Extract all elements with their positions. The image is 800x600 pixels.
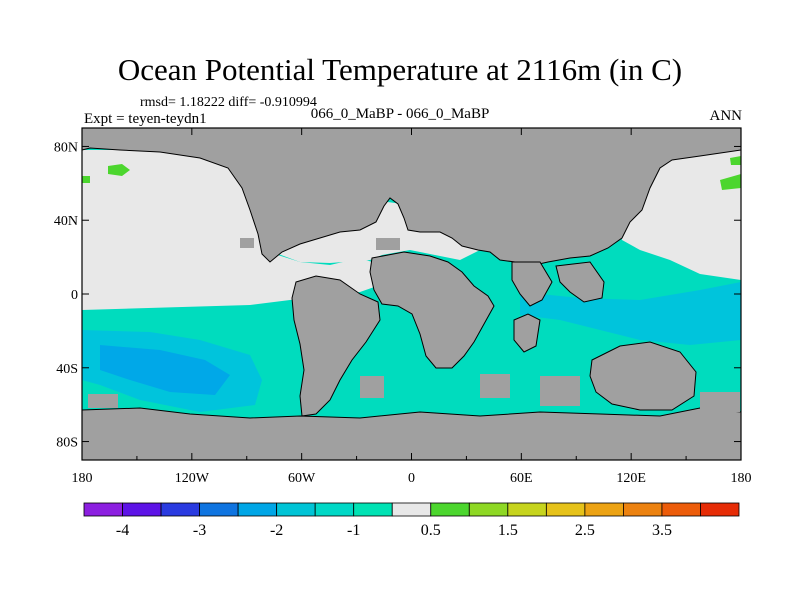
- colorbar-label: -1: [347, 522, 360, 539]
- colorbar-swatch: [584, 502, 624, 517]
- lon-tick-label: 120E: [616, 471, 646, 486]
- indo-pacific-cyan-field: [520, 282, 741, 345]
- colorbar-swatch: [353, 502, 393, 517]
- lat-tick-label: 80N: [54, 140, 78, 155]
- land-australia: [589, 341, 697, 411]
- land-arctic-north-america: [82, 128, 741, 267]
- colorbar-label: 3.5: [652, 522, 672, 539]
- lat-tick-label: 0: [71, 288, 78, 303]
- colorbar-swatch: [623, 502, 663, 517]
- colorbar-swatch: [700, 502, 740, 517]
- colorbar-swatch: [468, 502, 509, 517]
- lon-tick-label: 120W: [175, 471, 210, 486]
- colorbar-label: -4: [116, 522, 129, 539]
- map-field: [82, 128, 741, 460]
- land-africa: [369, 251, 495, 369]
- lat-tick-label: 40S: [56, 362, 78, 377]
- land-southeast-asia: [555, 261, 605, 303]
- patch-pacific-2: [88, 394, 118, 408]
- colorbar-swatch: [276, 502, 316, 517]
- lat-tick-label: 80S: [56, 436, 78, 451]
- lon-tick-label: 180: [731, 471, 752, 486]
- lon-tick-label: 180: [72, 471, 93, 486]
- south-pacific-blue-field: [100, 345, 230, 395]
- lon-tick-label: 60E: [510, 471, 533, 486]
- colorbar-swatch: [507, 502, 547, 517]
- colorbar-label: -2: [270, 522, 283, 539]
- land-india: [511, 261, 553, 307]
- colorbar-swatch: [391, 502, 432, 517]
- colorbar-swatch: [83, 502, 123, 517]
- colorbar-swatch: [160, 502, 200, 517]
- patch-pacific-3: [700, 392, 740, 412]
- land-patches: [88, 238, 740, 412]
- colorbar-label: 1.5: [498, 522, 518, 539]
- colorbar-swatch: [314, 502, 355, 517]
- colorbar-swatch: [661, 502, 701, 517]
- latitude-axis: 80N 40N 0 40S 80S: [54, 140, 741, 451]
- colorbar-label: 2.5: [575, 522, 595, 539]
- colorbar: -4 -3 -2 -1 0.5 1.5 2.5 3.5: [83, 502, 740, 539]
- patch-atlantic-2: [360, 376, 384, 398]
- north-pacific-field: [82, 150, 380, 310]
- patch-indian-1: [480, 374, 510, 398]
- colorbar-swatch: [237, 502, 278, 517]
- patch-pacific-1: [240, 238, 254, 248]
- colorbar-swatch: [430, 502, 470, 517]
- green-spot-east-edge: [730, 156, 741, 165]
- lon-tick-label: 0: [408, 471, 415, 486]
- case-label: 066_0_MaBP - 066_0_MaBP: [310, 106, 490, 122]
- colorbar-swatch: [545, 502, 586, 517]
- map-title: Ocean Potential Temperature at 2116m (in…: [117, 52, 683, 87]
- lat-tick-label: 40N: [54, 214, 78, 229]
- green-spot-west-edge: [82, 176, 90, 183]
- green-spot-northeast: [720, 174, 741, 190]
- patch-indian-2: [540, 376, 580, 406]
- land-areas: [82, 128, 741, 460]
- stats-label: rmsd= 1.18222 diff= -0.910994: [140, 95, 317, 110]
- experiment-label: Expt = teyen-teydn1: [84, 111, 207, 127]
- lon-tick-label: 60W: [288, 471, 316, 486]
- green-spot-northwest: [108, 164, 130, 176]
- land-madagascar: [513, 313, 541, 353]
- colorbar-label: -3: [193, 522, 206, 539]
- land-antarctica: [82, 407, 741, 460]
- season-label: ANN: [709, 108, 743, 124]
- colorbar-label: 0.5: [421, 522, 441, 539]
- colorbar-swatch: [199, 502, 239, 517]
- land-south-america: [291, 275, 381, 417]
- longitude-axis: 180 120W 60W 0 60E 120E 180: [72, 128, 752, 486]
- colorbar-swatch: [122, 502, 162, 517]
- patch-atlantic-1: [376, 238, 400, 250]
